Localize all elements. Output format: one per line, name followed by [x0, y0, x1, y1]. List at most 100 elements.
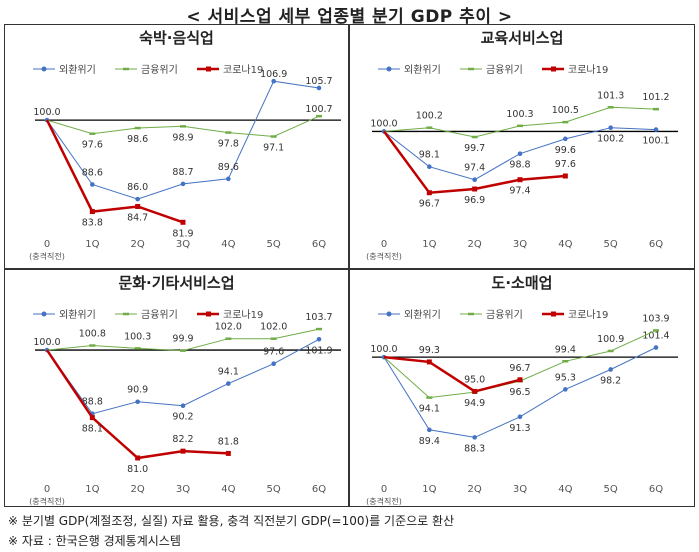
data-label: 98.9 — [172, 132, 193, 143]
data-point — [271, 78, 276, 84]
footnote-method: ※ 분기별 GDP(계절조정, 실질) 자료 활용, 충격 직전분기 GDP(=… — [8, 514, 455, 528]
data-label: 100.0 — [33, 337, 60, 348]
legend-label: 외환위기 — [59, 308, 96, 321]
data-label: 102.0 — [215, 322, 242, 333]
x-tick-label: 3Q — [176, 484, 190, 495]
data-label: 88.8 — [82, 397, 103, 408]
legend-label: 코로나19 — [223, 64, 263, 76]
data-label: 89.6 — [218, 162, 239, 173]
x-tick-label: 4Q — [221, 484, 235, 495]
legend-label: 외환위기 — [59, 63, 96, 76]
x-tick-label: 5Q — [604, 239, 618, 250]
x-tick-label: 0 — [381, 484, 387, 495]
x-tick-sublabel: (충격직전) — [29, 251, 65, 261]
data-point — [517, 414, 523, 420]
series-line-covid — [45, 349, 229, 460]
data-label: 100.8 — [79, 329, 106, 340]
data-label: 101.3 — [597, 90, 624, 101]
data-point — [426, 190, 432, 196]
data-point — [226, 381, 231, 386]
data-label: 100.0 — [370, 118, 397, 129]
data-point — [226, 176, 231, 182]
data-label: 98.2 — [600, 375, 621, 386]
data-label: 81.8 — [218, 436, 239, 447]
data-point — [563, 387, 568, 392]
data-label: 94.1 — [419, 404, 440, 415]
data-label: 83.8 — [82, 218, 103, 229]
chart-title: 숙박·음식업 — [139, 29, 214, 47]
legend-label: 금융위기 — [141, 308, 178, 321]
data-label: 100.1 — [642, 136, 669, 147]
x-tick-label: 0 — [44, 239, 50, 250]
data-point — [563, 136, 568, 142]
vertical-divider — [348, 24, 350, 507]
data-point — [427, 427, 432, 433]
x-tick-label: 2Q — [468, 239, 482, 250]
data-label: 97.4 — [464, 163, 485, 174]
x-tick-label: 6Q — [649, 484, 663, 495]
x-tick-label: 5Q — [267, 484, 281, 495]
data-point — [135, 196, 140, 202]
data-point — [472, 177, 477, 183]
x-tick-label: 3Q — [176, 239, 190, 250]
data-point — [90, 182, 95, 187]
x-tick-label: 1Q — [85, 484, 99, 495]
data-label: 99.7 — [464, 143, 485, 154]
data-label: 100.5 — [552, 105, 579, 116]
data-label: 98.1 — [419, 150, 440, 161]
data-label: 100.0 — [370, 344, 397, 355]
data-point — [608, 125, 613, 131]
legend-marker — [386, 66, 392, 72]
data-point — [426, 359, 432, 365]
x-tick-label: 1Q — [422, 484, 436, 495]
footnote-source: ※ 자료 : 한국은행 경제통계시스템 — [8, 534, 181, 548]
chart-svg: 외환위기 금융위기 코로나19 0 1Q 2Q 3Q 4Q 5Q 6Q (충격직전) 100.0 89.… — [366, 308, 678, 506]
chart-title: 도·소매업 — [491, 274, 553, 292]
legend-marker — [386, 311, 392, 317]
data-label: 96.5 — [509, 387, 530, 398]
data-label: 81.0 — [127, 464, 148, 475]
x-tick-label: 4Q — [558, 484, 572, 495]
legend-label: 코로나19 — [568, 309, 608, 321]
data-point — [180, 448, 186, 454]
chart-panel-accommodation: 숙박·음식업 외환위기 금융위기 코로나19 0 1Q 2Q 3Q 4Q 5Q 6Q (충격직전) 1… — [5, 25, 348, 268]
page-title: < 서비스업 세부 업종별 분기 GDP 추이 > — [186, 7, 513, 27]
horizontal-divider — [4, 268, 695, 270]
data-label: 100.2 — [416, 111, 443, 122]
data-label: 90.9 — [127, 385, 148, 396]
data-label: 100.3 — [124, 331, 151, 342]
legend-marker — [206, 311, 211, 317]
x-tick-label: 6Q — [649, 239, 663, 250]
data-point — [89, 209, 95, 215]
data-label: 88.6 — [82, 167, 103, 178]
x-tick-label: 3Q — [513, 239, 527, 250]
data-label: 98.6 — [127, 134, 148, 145]
data-point — [316, 85, 322, 91]
x-tick-sublabel: (충격직전) — [366, 251, 402, 261]
x-tick-label: 3Q — [513, 484, 527, 495]
data-label: 97.1 — [263, 143, 284, 154]
data-point — [608, 367, 613, 372]
series-line-covid — [45, 119, 184, 224]
chart-panel-retail: 도·소매업 외환위기 금융위기 코로나19 0 1Q 2Q 3Q 4Q 5Q 6Q (충격직전) 10… — [350, 270, 694, 506]
data-label: 86.0 — [127, 182, 148, 193]
data-point — [180, 219, 186, 225]
legend-marker — [41, 311, 47, 317]
data-label: 96.7 — [509, 363, 530, 374]
data-point — [472, 388, 478, 394]
x-tick-label: 6Q — [312, 484, 326, 495]
legend-marker — [551, 66, 556, 72]
data-label: 88.1 — [82, 424, 103, 435]
chart-title: 교육서비스업 — [480, 29, 564, 47]
data-label: 100.7 — [305, 104, 332, 115]
data-point — [135, 399, 140, 405]
data-point — [427, 164, 432, 170]
data-label: 100.9 — [597, 334, 624, 345]
data-label: 95.0 — [464, 374, 485, 385]
data-label: 99.3 — [419, 345, 440, 356]
legend-marker — [551, 311, 556, 317]
data-label: 94.1 — [218, 367, 239, 378]
data-label: 105.7 — [305, 76, 332, 87]
chart-svg: 외환위기 금융위기 코로나19 0 1Q 2Q 3Q 4Q 5Q 6Q (충격직전) 100.0 88.… — [29, 63, 341, 261]
data-label: 103.7 — [305, 312, 332, 323]
